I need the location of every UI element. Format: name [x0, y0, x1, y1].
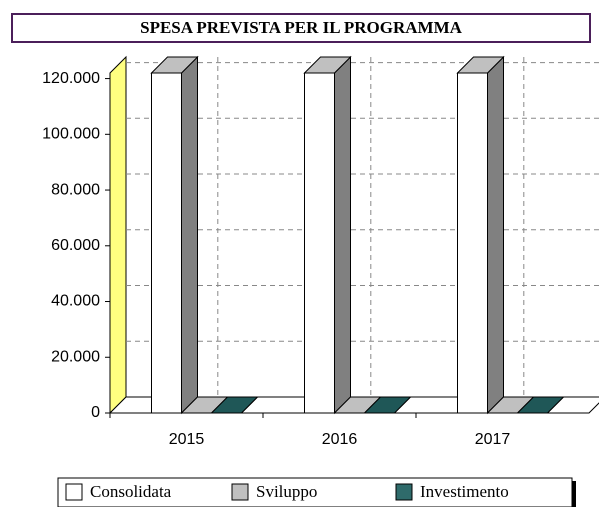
- x-tick-label: 2015: [169, 431, 205, 448]
- y-tick-label: 40.000: [51, 293, 100, 310]
- legend-shadow: [572, 481, 576, 507]
- y-tick-label: 120.000: [42, 70, 100, 87]
- x-tick-label: 2017: [475, 431, 511, 448]
- left-wall: [109, 55, 127, 415]
- bar-side: [334, 55, 351, 415]
- legend-label: Consolidata: [90, 482, 172, 501]
- y-tick-label: 0: [91, 404, 100, 421]
- bar-side: [181, 55, 198, 415]
- bar: [457, 72, 488, 414]
- legend-label: Sviluppo: [256, 482, 317, 501]
- bar: [151, 72, 182, 414]
- legend-label: Investimento: [420, 482, 509, 501]
- chart-title: SPESA PREVISTA PER IL PROGRAMMA: [140, 18, 463, 37]
- bar-side: [487, 55, 504, 415]
- y-tick-label: 60.000: [51, 237, 100, 254]
- title-box: [11, 13, 591, 43]
- x-tick-label: 2016: [322, 431, 358, 448]
- bar: [304, 72, 335, 414]
- y-tick-label: 20.000: [51, 348, 100, 365]
- y-tick-label: 100.000: [42, 126, 100, 143]
- y-tick-label: 80.000: [51, 181, 100, 198]
- legend-swatch: [231, 483, 249, 501]
- legend-swatch: [395, 483, 413, 501]
- legend-box: [57, 477, 573, 507]
- legend-swatch: [65, 483, 83, 501]
